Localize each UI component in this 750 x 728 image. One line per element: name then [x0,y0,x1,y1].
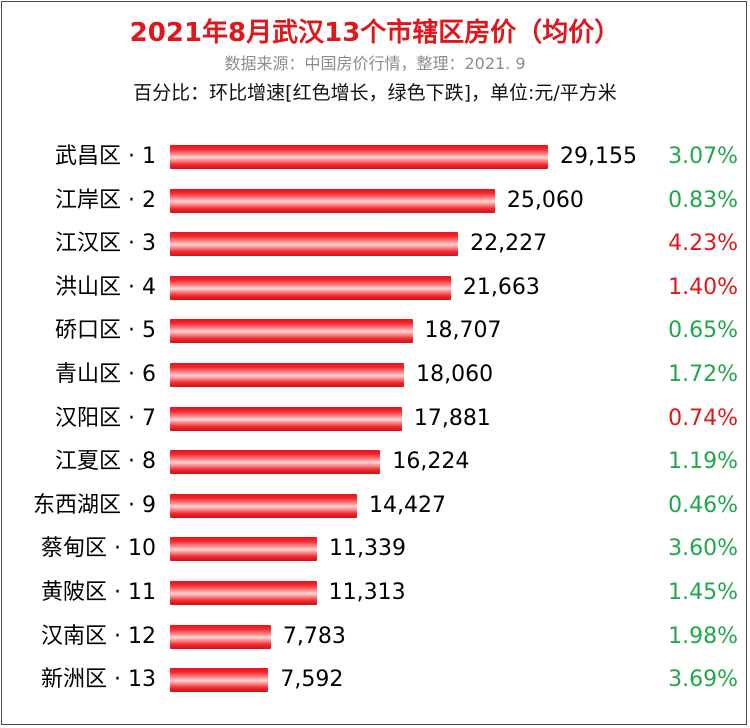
chart-title: 2021年8月武汉13个市辖区房价（均价） [129,18,621,48]
change-percent-label: 1.72% [668,362,738,387]
value-label: 14,427 [369,492,447,518]
category-label: 蔡甸区 · 10 [41,536,156,562]
bar [170,188,495,213]
change-percent-label: 3.07% [668,144,738,169]
bar [170,624,271,649]
bar [170,493,358,518]
change-percent-label: 1.45% [668,580,738,605]
value-label: 18,060 [416,362,494,387]
bar [170,363,405,387]
category-label: 汉南区 · 12 [41,623,156,649]
change-percent-label: 3.69% [668,667,738,693]
bar [170,145,548,169]
value-label: 11,339 [329,536,406,562]
bar [170,406,402,431]
category-label: 武昌区 · 1 [55,144,156,169]
bar [170,668,269,693]
value-label: 7,783 [282,623,346,649]
change-percent-label: 1.98% [668,623,738,649]
value-label: 22,227 [470,231,548,257]
change-percent-label: 0.74% [668,405,738,431]
category-label: 汉阳区 · 7 [55,405,156,431]
category-label: 江岸区 · 2 [55,187,156,213]
value-label: 18,707 [424,318,502,344]
category-label: 江汉区 · 3 [55,231,156,257]
change-percent-label: 3.60% [668,536,738,562]
bar [170,232,459,257]
value-label: 16,224 [392,449,470,475]
chart-source: 数据来源：中国房价行情，整理：2021. 9 [224,54,526,73]
value-label: 17,881 [413,405,491,431]
category-label: 黄陂区 · 11 [41,580,156,605]
category-label: 江夏区 · 8 [55,449,156,475]
value-label: 29,155 [560,144,637,169]
category-label: 青山区 · 6 [55,362,156,387]
category-label: 新洲区 · 13 [41,667,156,693]
bar [170,319,413,344]
category-label: 硚口区 · 5 [55,318,156,344]
change-percent-label: 4.23% [668,231,738,257]
chart-note: 百分比：环比增速[红色增长，绿色下跌]，单位:元/平方米 [133,82,617,104]
change-percent-label: 0.46% [668,492,738,518]
value-label: 25,060 [506,187,584,213]
change-percent-label: 0.65% [668,318,738,344]
bar [170,450,381,475]
bar [170,275,451,300]
bar [170,581,317,605]
value-label: 21,663 [462,274,540,300]
value-label: 7,592 [280,667,344,693]
category-label: 洪山区 · 4 [55,274,156,300]
bar [170,537,317,562]
category-label: 东西湖区 · 9 [33,492,156,518]
change-percent-label: 0.83% [668,187,738,213]
change-percent-label: 1.40% [668,274,738,300]
change-percent-label: 1.19% [668,449,738,475]
value-label: 11,313 [328,580,406,605]
